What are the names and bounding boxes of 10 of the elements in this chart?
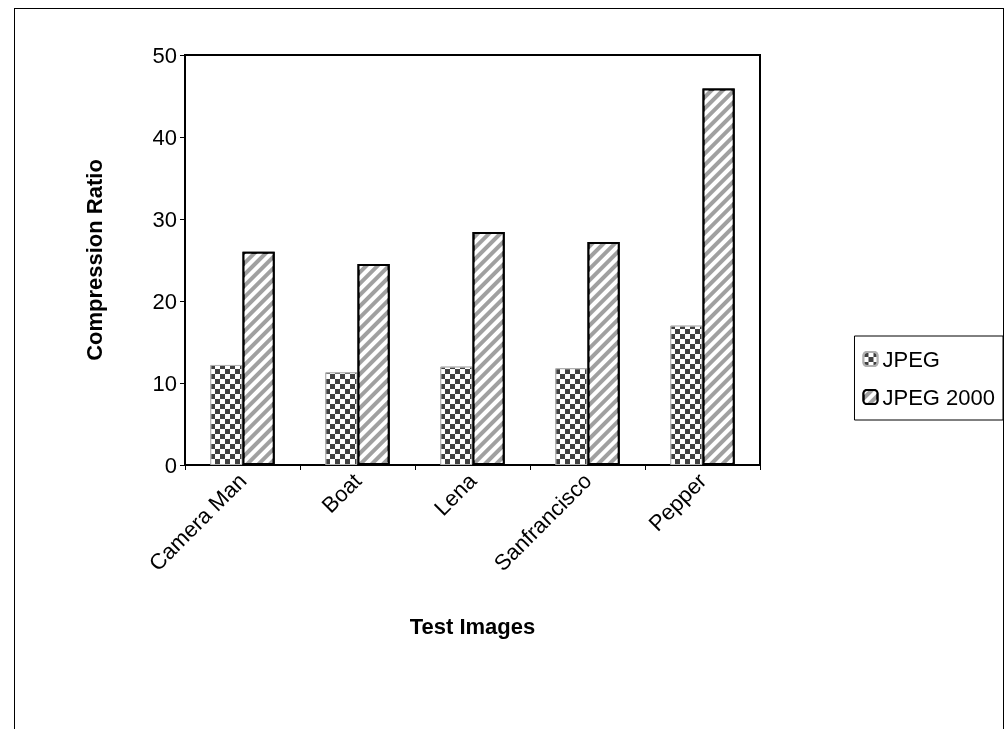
x-axis-title: Test Images bbox=[409, 613, 536, 639]
legend-label: JPEG 2000 bbox=[882, 384, 995, 410]
y-tick-label: 0 bbox=[164, 452, 177, 478]
y-tick-label: 20 bbox=[152, 288, 177, 314]
legend-label: JPEG bbox=[882, 346, 940, 372]
y-axis-title: Compression Ratio bbox=[81, 159, 107, 361]
y-tick-label: 10 bbox=[152, 370, 177, 396]
y-tick-label: 40 bbox=[152, 124, 177, 150]
y-tick-label: 30 bbox=[152, 206, 177, 232]
y-tick-label: 50 bbox=[152, 42, 177, 68]
